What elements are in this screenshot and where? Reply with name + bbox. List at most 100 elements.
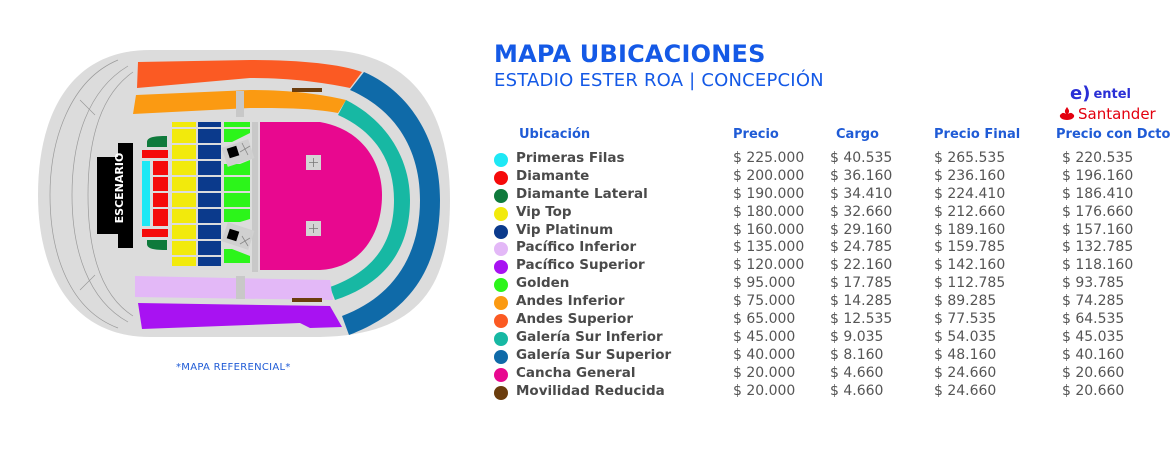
location-name: Movilidad Reducida bbox=[516, 383, 665, 399]
fee: $ 9.035 bbox=[830, 329, 884, 345]
stage bbox=[97, 143, 133, 248]
table-row: Pacífico Inferior $ 135.000 $ 24.785 $ 1… bbox=[494, 239, 1173, 257]
column-header-precio: Precio bbox=[733, 127, 779, 142]
stadium-map: ESCENARIO bbox=[0, 0, 480, 464]
fee: $ 34.410 bbox=[830, 186, 893, 202]
price: $ 75.000 bbox=[733, 293, 796, 309]
location-name: Andes Superior bbox=[516, 311, 633, 327]
section-golden bbox=[224, 122, 250, 263]
color-swatch bbox=[494, 296, 508, 310]
table-row: Cancha General $ 20.000 $ 4.660 $ 24.660… bbox=[494, 365, 1173, 383]
section-pacifico-superior bbox=[138, 303, 342, 329]
entel-logo: e) entel bbox=[1070, 85, 1131, 103]
table-row: Golden $ 95.000 $ 17.785 $ 112.785 $ 93.… bbox=[494, 275, 1173, 293]
color-swatch bbox=[494, 153, 508, 167]
color-swatch bbox=[494, 189, 508, 203]
column-header-precio-final: Precio Final bbox=[934, 127, 1021, 142]
section-primeras-filas bbox=[142, 161, 150, 226]
color-swatch bbox=[494, 314, 508, 328]
final-price: $ 112.785 bbox=[934, 275, 1006, 291]
location-name: Vip Platinum bbox=[516, 222, 614, 238]
discount-price: $ 176.660 bbox=[1062, 204, 1134, 220]
section-diamante-top bbox=[142, 150, 168, 158]
table-row: Galería Sur Inferior $ 45.000 $ 9.035 $ … bbox=[494, 329, 1173, 347]
final-price: $ 212.660 bbox=[934, 204, 1006, 220]
section-diamante-lateral-bottom bbox=[147, 240, 167, 250]
price: $ 135.000 bbox=[733, 239, 805, 255]
fee: $ 36.160 bbox=[830, 168, 893, 184]
svg-text:ESCENARIO: ESCENARIO bbox=[113, 153, 126, 224]
entel-label: entel bbox=[1093, 86, 1131, 102]
price: $ 225.000 bbox=[733, 150, 805, 166]
price: $ 20.000 bbox=[733, 365, 796, 381]
location-name: Primeras Filas bbox=[516, 150, 625, 166]
location-name: Pacífico Superior bbox=[516, 257, 645, 273]
fee: $ 12.535 bbox=[830, 311, 893, 327]
final-price: $ 265.535 bbox=[934, 150, 1006, 166]
final-price: $ 24.660 bbox=[934, 383, 997, 399]
location-name: Golden bbox=[516, 275, 570, 291]
final-price: $ 189.160 bbox=[934, 222, 1006, 238]
fee: $ 14.285 bbox=[830, 293, 893, 309]
color-swatch bbox=[494, 350, 508, 364]
price: $ 65.000 bbox=[733, 311, 796, 327]
final-price: $ 236.160 bbox=[934, 168, 1006, 184]
section-diamante bbox=[153, 161, 168, 226]
location-name: Pacífico Inferior bbox=[516, 239, 637, 255]
price: $ 20.000 bbox=[733, 383, 796, 399]
location-name: Cancha General bbox=[516, 365, 636, 381]
table-row: Andes Inferior $ 75.000 $ 14.285 $ 89.28… bbox=[494, 293, 1173, 311]
table-row: Movilidad Reducida $ 20.000 $ 4.660 $ 24… bbox=[494, 383, 1173, 401]
section-cancha-general bbox=[260, 122, 382, 270]
price: $ 190.000 bbox=[733, 186, 805, 202]
discount-price: $ 186.410 bbox=[1062, 186, 1134, 202]
section-galeria-sur-inferior bbox=[330, 100, 410, 300]
entel-icon: e) bbox=[1070, 83, 1091, 104]
discount-price: $ 20.660 bbox=[1062, 383, 1125, 399]
color-swatch bbox=[494, 260, 508, 274]
discount-price: $ 157.160 bbox=[1062, 222, 1134, 238]
column-header-precio-con-dcto: Precio con Dcto bbox=[1056, 127, 1171, 142]
discount-price: $ 40.160 bbox=[1062, 347, 1125, 363]
color-swatch bbox=[494, 386, 508, 400]
fee: $ 24.785 bbox=[830, 239, 893, 255]
fee: $ 4.660 bbox=[830, 365, 884, 381]
section-pacifico-inferior bbox=[135, 276, 333, 300]
price: $ 160.000 bbox=[733, 222, 805, 238]
color-swatch bbox=[494, 242, 508, 256]
color-swatch bbox=[494, 368, 508, 382]
price: $ 95.000 bbox=[733, 275, 796, 291]
table-row: Primeras Filas $ 225.000 $ 40.535 $ 265.… bbox=[494, 150, 1173, 168]
price: $ 180.000 bbox=[733, 204, 805, 220]
discount-price: $ 132.785 bbox=[1062, 239, 1134, 255]
fee: $ 40.535 bbox=[830, 150, 893, 166]
discount-price: $ 64.535 bbox=[1062, 311, 1125, 327]
venue-subtitle: ESTADIO ESTER ROA | CONCEPCIÓN bbox=[494, 70, 824, 91]
page-title: MAPA UBICACIONES bbox=[494, 40, 766, 68]
fee: $ 17.785 bbox=[830, 275, 893, 291]
table-row: Diamante Lateral $ 190.000 $ 34.410 $ 22… bbox=[494, 186, 1173, 204]
color-swatch bbox=[494, 225, 508, 239]
final-price: $ 54.035 bbox=[934, 329, 997, 345]
section-andes-superior bbox=[137, 60, 362, 88]
fee: $ 22.160 bbox=[830, 257, 893, 273]
section-movilidad-reducida-top bbox=[292, 88, 322, 92]
section-diamante-lateral-top bbox=[147, 136, 167, 147]
final-price: $ 142.160 bbox=[934, 257, 1006, 273]
table-row: Galería Sur Superior $ 40.000 $ 8.160 $ … bbox=[494, 347, 1173, 365]
santander-logo: Santander bbox=[1059, 105, 1156, 123]
section-movilidad-reducida-bottom bbox=[292, 298, 322, 302]
table-row: Vip Top $ 180.000 $ 32.660 $ 212.660 $ 1… bbox=[494, 204, 1173, 222]
discount-price: $ 20.660 bbox=[1062, 365, 1125, 381]
table-row: Pacífico Superior $ 120.000 $ 22.160 $ 1… bbox=[494, 257, 1173, 275]
section-diamante-bottom bbox=[142, 229, 168, 237]
discount-price: $ 118.160 bbox=[1062, 257, 1134, 273]
fee: $ 8.160 bbox=[830, 347, 884, 363]
price: $ 120.000 bbox=[733, 257, 805, 273]
color-swatch bbox=[494, 171, 508, 185]
price: $ 200.000 bbox=[733, 168, 805, 184]
stadium-map-graphic: ESCENARIO bbox=[38, 50, 450, 337]
fee: $ 32.660 bbox=[830, 204, 893, 220]
section-galeria-sur-superior bbox=[342, 72, 440, 335]
final-price: $ 77.535 bbox=[934, 311, 997, 327]
